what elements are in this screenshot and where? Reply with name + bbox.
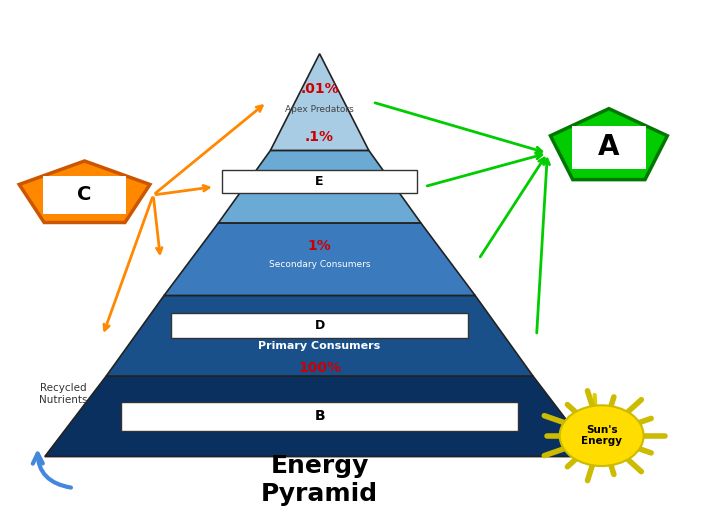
Bar <box>171 312 468 338</box>
Text: .1%: .1% <box>305 130 334 144</box>
Text: D: D <box>314 319 325 332</box>
Bar <box>44 176 126 214</box>
Text: C: C <box>78 185 91 204</box>
Text: Sun's
Energy: Sun's Energy <box>582 425 622 447</box>
Polygon shape <box>45 376 595 457</box>
Polygon shape <box>164 223 475 296</box>
Polygon shape <box>19 161 150 222</box>
Text: 1%: 1% <box>308 239 332 253</box>
Bar <box>572 126 646 169</box>
Polygon shape <box>219 150 421 223</box>
Text: B: B <box>314 409 325 423</box>
Polygon shape <box>550 109 667 180</box>
Polygon shape <box>106 296 533 376</box>
Text: Secondary Consumers: Secondary Consumers <box>269 260 370 269</box>
Circle shape <box>560 406 644 466</box>
FancyArrowPatch shape <box>33 453 71 488</box>
Text: Primary Consumers: Primary Consumers <box>258 341 380 351</box>
Text: Apex Predators: Apex Predators <box>285 105 354 115</box>
Text: E: E <box>315 175 324 188</box>
Text: 100%: 100% <box>298 361 341 375</box>
Text: .01%: .01% <box>301 82 339 96</box>
Text: A: A <box>598 133 620 161</box>
Bar <box>121 402 518 431</box>
Text: Recycled
Nutrients: Recycled Nutrients <box>38 383 87 404</box>
Text: Energy
Pyramid: Energy Pyramid <box>261 454 378 507</box>
Bar <box>222 170 417 193</box>
Polygon shape <box>270 54 369 150</box>
